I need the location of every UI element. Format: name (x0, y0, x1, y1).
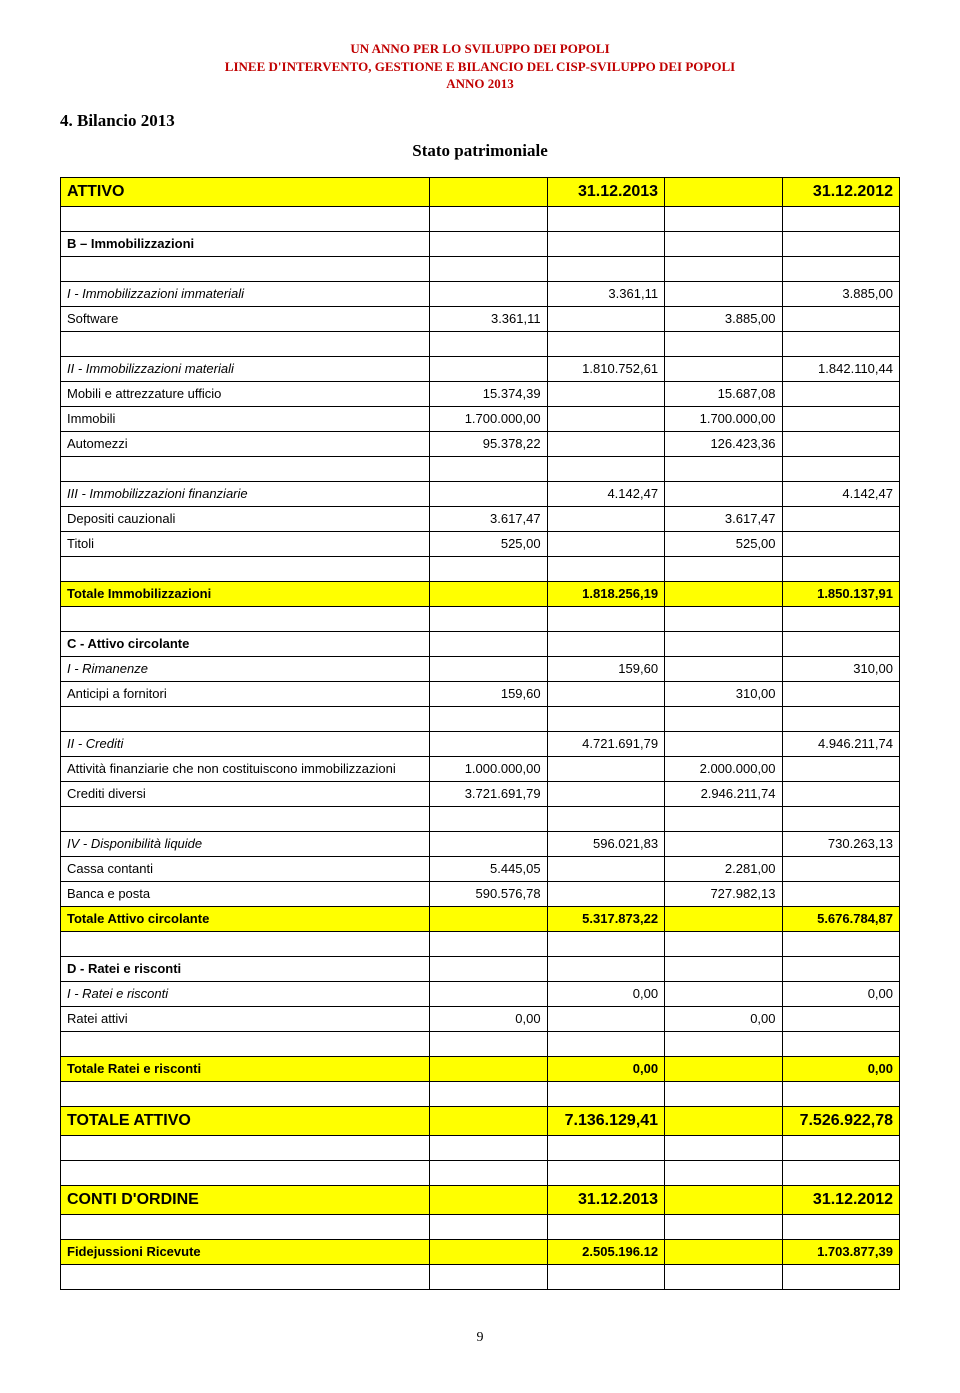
header-line-1: UN ANNO PER LO SVILUPPO DEI POPOLI (60, 40, 900, 58)
attivo-label: ATTIVO (61, 177, 430, 206)
totale-immobilizzazioni-row: Totale Immobilizzazioni 1.818.256,19 1.8… (61, 581, 900, 606)
mobili-row: Mobili e attrezzature ufficio 15.374,39 … (61, 381, 900, 406)
automezzi-row: Automezzi 95.378,22 126.423,36 (61, 431, 900, 456)
conti-ordine-row: CONTI D'ORDINE 31.12.2013 31.12.2012 (61, 1185, 900, 1214)
crediti-diversi-row: Crediti diversi 3.721.691,79 2.946.211,7… (61, 781, 900, 806)
i-rimanenze-row: I - Rimanenze 159,60 310,00 (61, 656, 900, 681)
balance-table: ATTIVO 31.12.2013 31.12.2012 B – Immobil… (60, 177, 900, 1290)
attivo-header-row: ATTIVO 31.12.2013 31.12.2012 (61, 177, 900, 206)
page-number: 9 (60, 1330, 900, 1346)
iii-finanziarie-row: III - Immobilizzazioni finanziarie 4.142… (61, 481, 900, 506)
empty-cell (665, 177, 782, 206)
i-immateriali-row: I - Immobilizzazioni immateriali 3.361,1… (61, 281, 900, 306)
subtitle: Stato patrimoniale (60, 141, 900, 161)
ii-materiali-row: II - Immobilizzazioni materiali 1.810.75… (61, 356, 900, 381)
section-number: 4. Bilancio 2013 (60, 111, 900, 131)
i-ratei-row: I - Ratei e risconti 0,00 0,00 (61, 981, 900, 1006)
anticipi-row: Anticipi a fornitori 159,60 310,00 (61, 681, 900, 706)
depositi-row: Depositi cauzionali 3.617,47 3.617,47 (61, 506, 900, 531)
ratei-attivi-row: Ratei attivi 0,00 0,00 (61, 1006, 900, 1031)
banca-row: Banca e posta 590.576,78 727.982,13 (61, 881, 900, 906)
ii-crediti-row: II - Crediti 4.721.691,79 4.946.211,74 (61, 731, 900, 756)
d-ratei-row: D - Ratei e risconti (61, 956, 900, 981)
c-attivo-row: C - Attivo circolante (61, 631, 900, 656)
totale-circolante-row: Totale Attivo circolante 5.317.873,22 5.… (61, 906, 900, 931)
immobili-row: Immobili 1.700.000,00 1.700.000,00 (61, 406, 900, 431)
attivita-finanziarie-row: Attività finanziarie che non costituisco… (61, 756, 900, 781)
header-line-2: LINEE D'INTERVENTO, GESTIONE E BILANCIO … (60, 58, 900, 76)
col-2012: 31.12.2012 (782, 177, 899, 206)
col-2013: 31.12.2013 (547, 177, 664, 206)
titoli-row: Titoli 525,00 525,00 (61, 531, 900, 556)
cassa-row: Cassa contanti 5.445,05 2.281,00 (61, 856, 900, 881)
b-immobilizzazioni-row: B – Immobilizzazioni (61, 231, 900, 256)
empty-cell (430, 177, 547, 206)
iv-disponibilita-row: IV - Disponibilità liquide 596.021,83 73… (61, 831, 900, 856)
fidejussioni-row: Fidejussioni Ricevute 2.505.196.12 1.703… (61, 1239, 900, 1264)
totale-attivo-row: TOTALE ATTIVO 7.136.129,41 7.526.922,78 (61, 1106, 900, 1135)
b-label: B – Immobilizzazioni (61, 231, 430, 256)
header-line-3: ANNO 2013 (60, 75, 900, 93)
totale-ratei-row: Totale Ratei e risconti 0,00 0,00 (61, 1056, 900, 1081)
document-header: UN ANNO PER LO SVILUPPO DEI POPOLI LINEE… (60, 40, 900, 93)
software-row: Software 3.361,11 3.885,00 (61, 306, 900, 331)
